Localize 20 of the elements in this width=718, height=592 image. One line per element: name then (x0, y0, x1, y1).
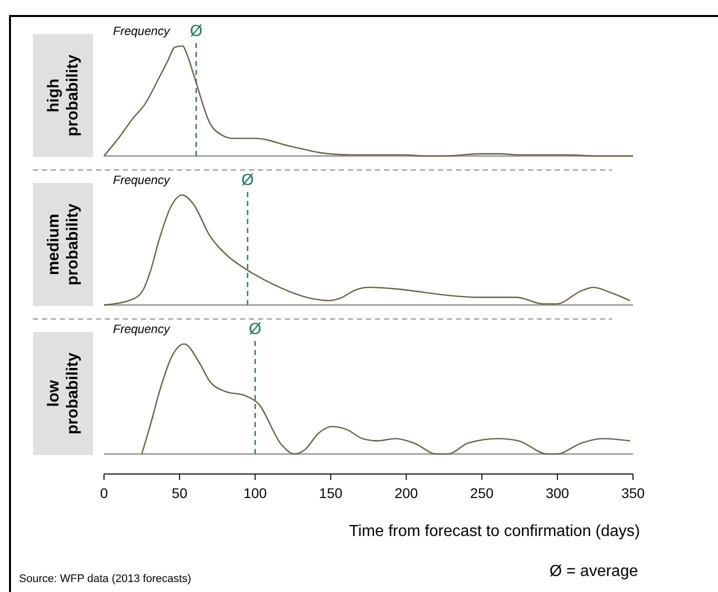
x-axis-title: Time from forecast to confirmation (days) (348, 523, 640, 540)
x-tick-label: 50 (172, 485, 188, 501)
text: high probability (46, 54, 82, 136)
text: medium probability (46, 204, 82, 286)
ref-line-label: Ø (248, 321, 262, 338)
y-axis-title: Frequency (113, 322, 171, 336)
x-tick-label: 250 (470, 485, 494, 501)
x-tick-label: 300 (546, 485, 570, 501)
text: Ø = average (550, 563, 638, 580)
x-tick-label: 200 (394, 485, 418, 501)
x-tick-label: 0 (100, 485, 108, 501)
ref-line-label: Ø (241, 172, 254, 189)
text: low probability (46, 352, 82, 434)
x-tick-label: 350 (621, 485, 645, 501)
x-tick-label: 100 (243, 485, 268, 501)
ref-line-label: Ø (190, 23, 202, 40)
y-axis-title: Frequency (113, 173, 171, 187)
x-tick-label: 150 (319, 485, 343, 501)
y-axis-title: Frequency (113, 24, 171, 38)
source-note: Source: WFP data (2013 forecasts) (19, 573, 192, 585)
